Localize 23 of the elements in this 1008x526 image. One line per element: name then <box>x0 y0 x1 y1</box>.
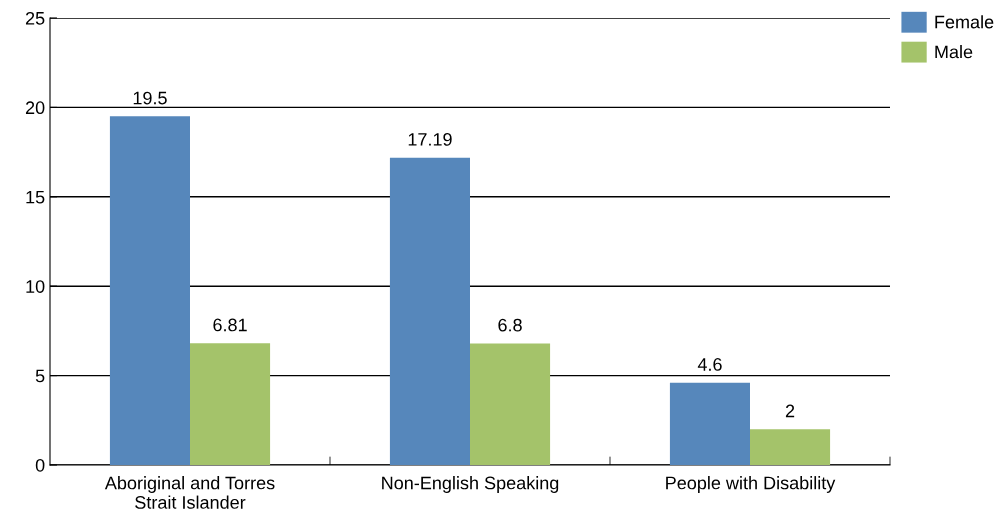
y-tick-label: 25 <box>25 11 45 25</box>
data-label: 6.8 <box>498 318 522 332</box>
data-label: 19.5 <box>133 91 167 105</box>
bar <box>109 116 190 465</box>
x-tick-label: Non-English Speaking <box>382 476 559 493</box>
y-tick-label: 15 <box>26 190 45 204</box>
legend-label: Female <box>935 15 994 29</box>
y-tick-label: 10 <box>26 280 45 293</box>
legend-label: Male <box>935 45 973 59</box>
x-tick-label: Aboriginal and Torres Strait Islander <box>104 476 275 509</box>
bar <box>389 157 470 465</box>
bar <box>190 343 271 465</box>
data-label: 6.81 <box>213 318 247 332</box>
y-tick-label: 5 <box>35 369 45 383</box>
data-label: 17.19 <box>408 132 452 146</box>
x-tick-label: People with Disability <box>666 476 836 493</box>
bar <box>470 343 551 465</box>
bar <box>750 429 831 465</box>
y-tick-label: 0 <box>35 458 45 472</box>
y-tick-label: 20 <box>25 101 45 115</box>
data-label: 2 <box>785 404 795 418</box>
data-label: 4.6 <box>697 358 722 371</box>
bar <box>669 382 750 465</box>
